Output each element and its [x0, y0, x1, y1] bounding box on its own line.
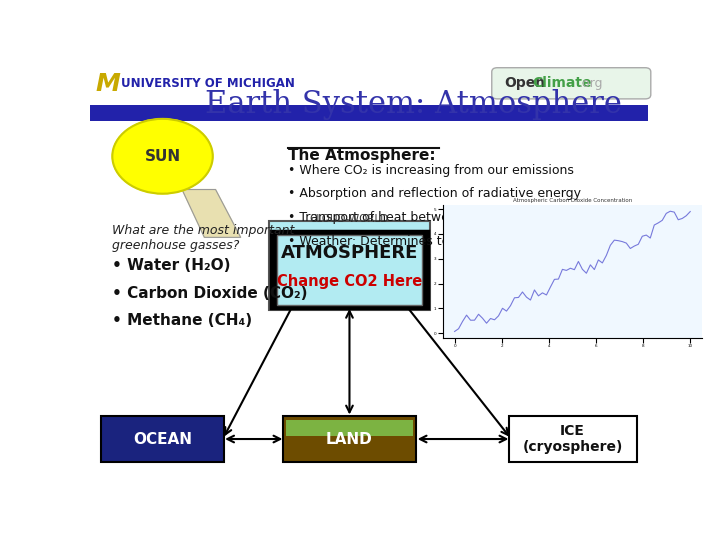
Polygon shape	[182, 190, 240, 238]
Text: M: M	[96, 71, 120, 96]
FancyBboxPatch shape	[271, 231, 428, 308]
Text: Climate: Climate	[533, 76, 592, 90]
Text: • Methane (CH₄): • Methane (CH₄)	[112, 313, 253, 328]
Bar	[90, 105, 648, 121]
Text: LAND: LAND	[326, 431, 373, 447]
Text: OCEAN: OCEAN	[133, 431, 192, 447]
Text: Open: Open	[504, 76, 545, 90]
FancyBboxPatch shape	[101, 416, 224, 462]
Text: • Absorption and reflection of radiative energy: • Absorption and reflection of radiative…	[288, 187, 581, 200]
Text: • Where CO₂ is increasing from our emissions: • Where CO₂ is increasing from our emiss…	[288, 164, 574, 177]
Text: The Atmosphere:: The Atmosphere:	[288, 148, 436, 163]
Bar	[287, 420, 413, 436]
Circle shape	[112, 119, 213, 194]
Text: ICE
(cryosphere): ICE (cryosphere)	[523, 424, 623, 454]
Text: • Weather: Determines temperature and rain: • Weather: Determines temperature and ra…	[288, 235, 572, 248]
Text: CLOUD-WORLD: CLOUD-WORLD	[310, 214, 389, 224]
Title: Atmospheric Carbon Dioxide Concentration: Atmospheric Carbon Dioxide Concentration	[513, 198, 632, 204]
Text: .org: .org	[579, 77, 603, 90]
Text: Change CO2 Here: Change CO2 Here	[277, 274, 422, 288]
FancyBboxPatch shape	[282, 416, 416, 462]
FancyBboxPatch shape	[277, 235, 422, 305]
FancyBboxPatch shape	[492, 68, 651, 99]
FancyBboxPatch shape	[508, 416, 637, 462]
Text: UNIVERSITY OF MICHIGAN: UNIVERSITY OF MICHIGAN	[121, 77, 294, 90]
FancyBboxPatch shape	[269, 221, 431, 310]
Text: • Water (H₂O): • Water (H₂O)	[112, 258, 231, 273]
Text: • Carbon Dioxide (CO₂): • Carbon Dioxide (CO₂)	[112, 286, 308, 301]
Text: What are the most important
greenhouse gasses?: What are the most important greenhouse g…	[112, 224, 294, 252]
Text: ATMOSPHERE: ATMOSPHERE	[281, 244, 418, 262]
Text: SUN: SUN	[145, 149, 181, 164]
Text: Earth System: Atmosphere: Earth System: Atmosphere	[205, 89, 622, 120]
Text: • Transport of heat between equator and pole: • Transport of heat between equator and …	[288, 211, 576, 224]
